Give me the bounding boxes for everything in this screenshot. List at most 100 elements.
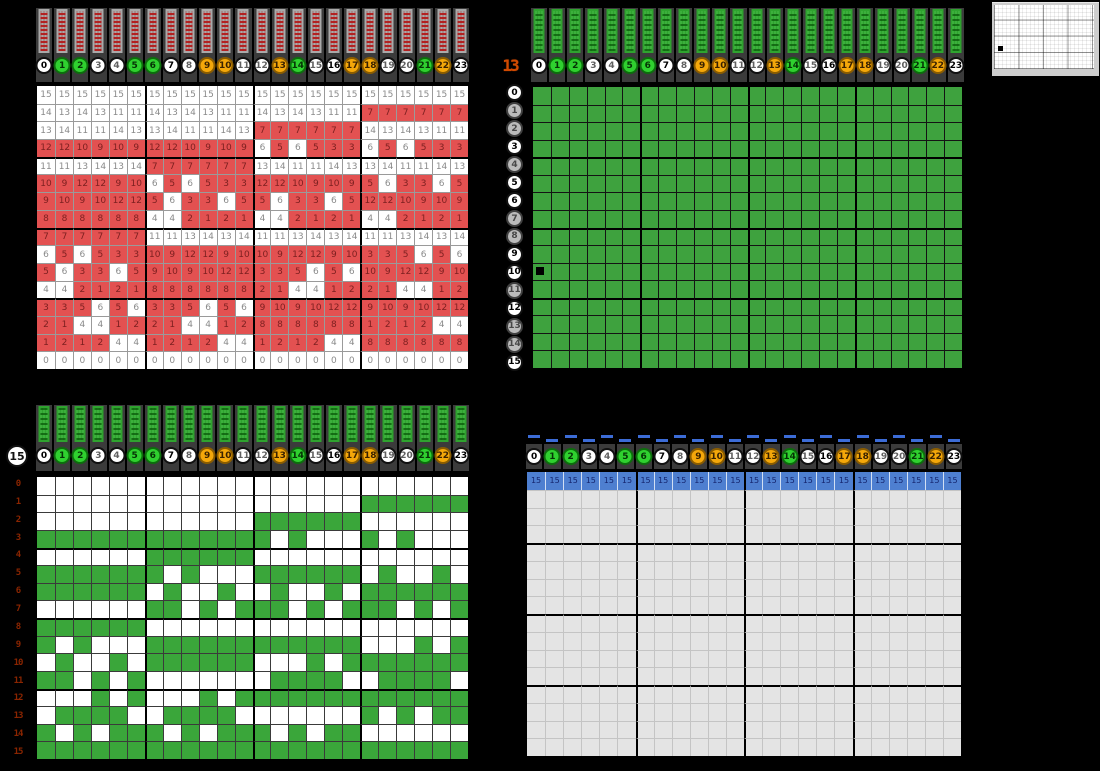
grid-cell[interactable]	[622, 350, 641, 368]
grid-cell[interactable]	[834, 702, 853, 721]
grid-cell[interactable]	[658, 139, 676, 158]
grid-cell[interactable]	[729, 139, 748, 158]
grid-cell[interactable]	[854, 122, 873, 140]
grid-cell[interactable]	[780, 578, 799, 597]
column-circle[interactable]: 20	[890, 448, 908, 465]
grid-cell[interactable]	[908, 280, 927, 298]
grid-cell[interactable]	[798, 543, 817, 561]
grid-cell[interactable]	[234, 547, 253, 566]
grid-cell[interactable]	[798, 649, 817, 668]
grid-cell[interactable]	[581, 560, 600, 579]
grid-cell[interactable]	[693, 192, 712, 210]
grid-cell[interactable]	[942, 614, 961, 632]
grid-cell[interactable]	[653, 507, 672, 526]
grid-cell[interactable]	[216, 512, 235, 530]
grid-cell[interactable]	[144, 565, 163, 583]
grid-cell[interactable]	[581, 614, 600, 632]
grid-cell[interactable]	[108, 494, 127, 513]
grid-cell[interactable]	[342, 618, 361, 636]
grid-cell[interactable]	[378, 565, 397, 583]
grid-cell[interactable]	[414, 477, 433, 495]
grid-cell[interactable]	[725, 525, 744, 543]
grid-cell[interactable]	[926, 227, 945, 246]
grid-cell[interactable]	[234, 670, 253, 689]
grid-cell[interactable]	[908, 192, 927, 210]
grid-cell[interactable]	[54, 529, 73, 548]
grid-cell[interactable]	[90, 635, 109, 654]
grid-cell[interactable]	[622, 209, 641, 228]
grid-cell[interactable]	[725, 649, 744, 668]
grid-cell[interactable]	[926, 157, 945, 175]
grid-cell[interactable]	[635, 578, 654, 597]
grid-cell[interactable]	[306, 582, 325, 601]
column-circle[interactable]: 3	[89, 57, 107, 74]
grid-cell[interactable]	[944, 139, 962, 158]
grid-cell[interactable]	[926, 139, 945, 158]
grid-cell[interactable]	[711, 192, 730, 210]
grid-cell[interactable]	[288, 670, 307, 689]
grid-cell[interactable]	[944, 315, 962, 333]
grid-cell[interactable]	[378, 706, 397, 724]
grid-cell[interactable]	[926, 122, 945, 140]
grid-cell[interactable]	[801, 280, 819, 298]
grid-cell[interactable]	[890, 87, 909, 105]
column-circle[interactable]: 18	[361, 57, 379, 74]
grid-cell[interactable]	[926, 209, 945, 228]
grid-cell[interactable]	[586, 157, 605, 175]
grid-cell[interactable]	[854, 297, 873, 316]
grid-cell[interactable]	[622, 332, 641, 351]
grid-cell[interactable]	[324, 529, 343, 548]
grid-cell[interactable]	[37, 688, 55, 707]
grid-cell[interactable]	[198, 547, 217, 566]
grid-cell[interactable]	[711, 174, 730, 193]
grid-cell[interactable]	[550, 315, 569, 333]
grid-cell[interactable]	[765, 174, 784, 193]
grid-cell[interactable]	[252, 653, 271, 671]
grid-cell[interactable]	[180, 723, 199, 742]
grid-cell[interactable]	[270, 688, 289, 707]
column-circle[interactable]: 15	[307, 447, 325, 464]
grid-cell[interactable]	[836, 245, 855, 263]
grid-cell[interactable]	[762, 631, 781, 650]
grid-cell[interactable]	[126, 512, 145, 530]
grid-cell[interactable]	[37, 670, 55, 689]
grid-cell[interactable]	[671, 543, 690, 561]
grid-cell[interactable]	[622, 87, 641, 105]
grid-cell[interactable]	[617, 649, 636, 668]
grid-cell[interactable]	[676, 245, 694, 263]
grid-cell[interactable]	[906, 649, 925, 668]
grid-cell[interactable]	[144, 635, 163, 654]
grid-cell[interactable]	[854, 280, 873, 298]
column-circle[interactable]: 1	[543, 448, 561, 465]
column-circle[interactable]: 17	[343, 447, 361, 464]
grid-cell[interactable]	[550, 87, 569, 105]
grid-cell[interactable]	[908, 87, 927, 105]
grid-cell[interactable]	[378, 547, 397, 566]
grid-cell[interactable]	[888, 702, 907, 721]
grid-cell[interactable]	[671, 685, 690, 703]
grid-cell[interactable]	[872, 192, 891, 210]
grid-cell[interactable]	[527, 614, 546, 632]
grid-cell[interactable]	[836, 87, 855, 105]
grid-cell[interactable]	[180, 477, 199, 495]
grid-cell[interactable]	[360, 565, 379, 583]
grid-cell[interactable]	[216, 547, 235, 566]
grid-cell[interactable]	[108, 477, 127, 495]
grid-cell[interactable]	[906, 596, 925, 614]
grid-cell[interactable]	[126, 653, 145, 671]
grid-cell[interactable]	[54, 723, 73, 742]
column-circle[interactable]: 12	[744, 448, 762, 465]
grid-cell[interactable]	[888, 738, 907, 756]
grid-cell[interactable]	[568, 104, 587, 123]
grid-cell[interactable]	[396, 600, 415, 618]
column-circle[interactable]: 9	[689, 448, 707, 465]
grid-cell[interactable]	[658, 297, 676, 316]
grid-cell[interactable]	[162, 653, 181, 671]
grid-cell[interactable]	[729, 192, 748, 210]
grid-cell[interactable]	[854, 209, 873, 228]
grid-cell[interactable]	[852, 525, 871, 543]
grid-cell[interactable]: 15	[599, 472, 618, 490]
grid-cell[interactable]	[604, 139, 623, 158]
column-circle[interactable]: 23	[945, 448, 963, 465]
grid-cell[interactable]	[533, 227, 551, 246]
